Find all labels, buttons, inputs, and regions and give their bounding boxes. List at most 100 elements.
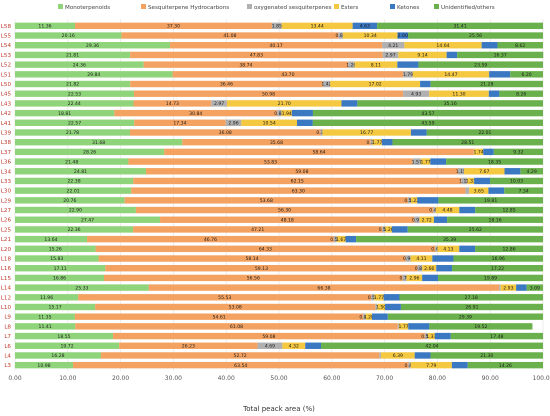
bar-segment <box>465 187 470 194</box>
bar-segment <box>133 177 462 185</box>
data-label: 8.11 <box>371 62 381 68</box>
data-label: 0.56 <box>368 295 378 301</box>
bar-row: 22.90 56.30 0.47 4.48 12.85 <box>15 206 543 214</box>
data-label: 4.69 <box>265 343 275 349</box>
category-label: L25 <box>1 227 12 233</box>
data-label: 10.34 <box>364 33 377 39</box>
bar-segment <box>345 235 357 243</box>
bar-segment <box>15 216 161 223</box>
bar-segment <box>452 265 543 272</box>
data-label: 55.53 <box>218 295 231 301</box>
bar-row: 11.36 37.30 1.85 13.44 4.63 31.41 <box>15 22 543 30</box>
bar-segment <box>408 323 430 330</box>
data-label: 22.01 <box>478 130 491 136</box>
category-label: L4 <box>4 353 11 359</box>
data-label: 4.13 <box>443 247 453 253</box>
data-label: 22.57 <box>68 120 81 126</box>
legend-swatch <box>334 4 339 9</box>
bar-row: 10.98 63.54 0.43 7.79 14.26 <box>15 361 543 369</box>
data-label: 7.79 <box>426 363 436 369</box>
data-label: 43.59 <box>421 120 434 126</box>
bar-segment <box>500 284 517 291</box>
legend: Monoterpenoids Sesquiterpene Hydrocarbons… <box>58 4 495 11</box>
bar-segment <box>414 352 431 359</box>
data-label: 16.77 <box>360 130 373 136</box>
bar-segment <box>377 22 543 30</box>
data-label: 21.82 <box>66 82 79 88</box>
bar-segment <box>130 51 383 59</box>
bar-segment <box>15 303 96 311</box>
bar-segment <box>422 265 437 272</box>
data-label: 9.14 <box>417 53 427 59</box>
data-label: 54.61 <box>213 314 226 320</box>
data-label: 58.64 <box>312 150 325 156</box>
bar-segment <box>436 265 453 272</box>
data-label: 17.22 <box>491 266 504 272</box>
bar-segment <box>430 158 447 165</box>
bar-segment <box>182 138 371 146</box>
category-label: L55 <box>1 34 12 40</box>
data-label: 31.68 <box>92 140 105 146</box>
legend-entry: Ketones <box>390 4 419 11</box>
data-label: 1.22 <box>409 198 419 204</box>
data-label: 7.34 <box>519 188 529 194</box>
legend-label: Esters <box>341 5 358 11</box>
data-label: 1.57 <box>412 159 422 165</box>
bar-segment <box>457 51 544 59</box>
bar-row: 22.53 50.98 4.93 11.30 8.26 <box>15 90 543 97</box>
bar-segment <box>145 168 458 175</box>
bar-row: 22.44 14.73 2.97 21.70 35.16 <box>15 100 543 107</box>
data-label: 1.20 <box>346 62 356 68</box>
data-label: 22.36 <box>67 227 80 233</box>
bar-segment <box>105 265 418 272</box>
bar-segment <box>410 197 418 204</box>
data-label: 43.70 <box>281 72 294 78</box>
bar-segment <box>354 61 398 68</box>
bar-segment <box>422 274 438 282</box>
bar-segment <box>403 71 413 78</box>
bar-segment <box>412 158 421 165</box>
bar-segment <box>474 177 491 185</box>
x-tick-label: 70.00 <box>376 375 393 382</box>
bar-segment <box>400 303 543 311</box>
bar-segment <box>15 32 122 39</box>
data-label: 50.98 <box>262 91 275 97</box>
data-label: 0.56 <box>421 334 431 340</box>
data-label: 1.94 <box>282 111 292 117</box>
bar-segment <box>420 80 431 88</box>
data-label: 3.65 <box>474 188 484 194</box>
data-label: 0.55 <box>379 227 389 233</box>
category-label: L33 <box>1 179 12 185</box>
data-label: 36.46 <box>220 82 233 88</box>
data-label: 20.16 <box>62 33 75 39</box>
data-label: 21.30 <box>480 353 493 359</box>
bar-segment <box>380 352 415 359</box>
bar-segment <box>15 109 115 117</box>
bar-segment <box>119 342 258 349</box>
category-label: L51 <box>1 72 12 78</box>
bar-segment <box>392 138 543 146</box>
data-label: 1.67 <box>336 237 346 243</box>
category-label: L8 <box>4 324 11 330</box>
category-label: L27 <box>1 208 12 214</box>
bar-segment <box>450 332 543 340</box>
bar-segment <box>356 235 543 243</box>
bar-segment <box>427 332 435 340</box>
bar-segment <box>391 226 408 233</box>
data-label: 0.53 <box>404 198 414 204</box>
category-label: L21 <box>1 237 12 243</box>
bar-segment <box>15 294 79 301</box>
category-label: L54 <box>1 43 12 49</box>
data-label: 1.74 <box>474 150 484 156</box>
bar-segment <box>402 274 407 282</box>
bar-row: 11.41 61.08 1.77 19.52 <box>15 323 533 330</box>
data-label: 37.30 <box>167 24 180 30</box>
data-label: 4.29 <box>527 169 537 175</box>
data-label: 17.02 <box>369 82 382 88</box>
category-label: L39 <box>1 130 12 136</box>
category-label: L42 <box>1 111 11 117</box>
legend-swatch <box>434 4 439 9</box>
bar-segment <box>430 352 543 359</box>
data-label: 4.11 <box>416 256 426 262</box>
data-label: 42.04 <box>425 343 438 349</box>
